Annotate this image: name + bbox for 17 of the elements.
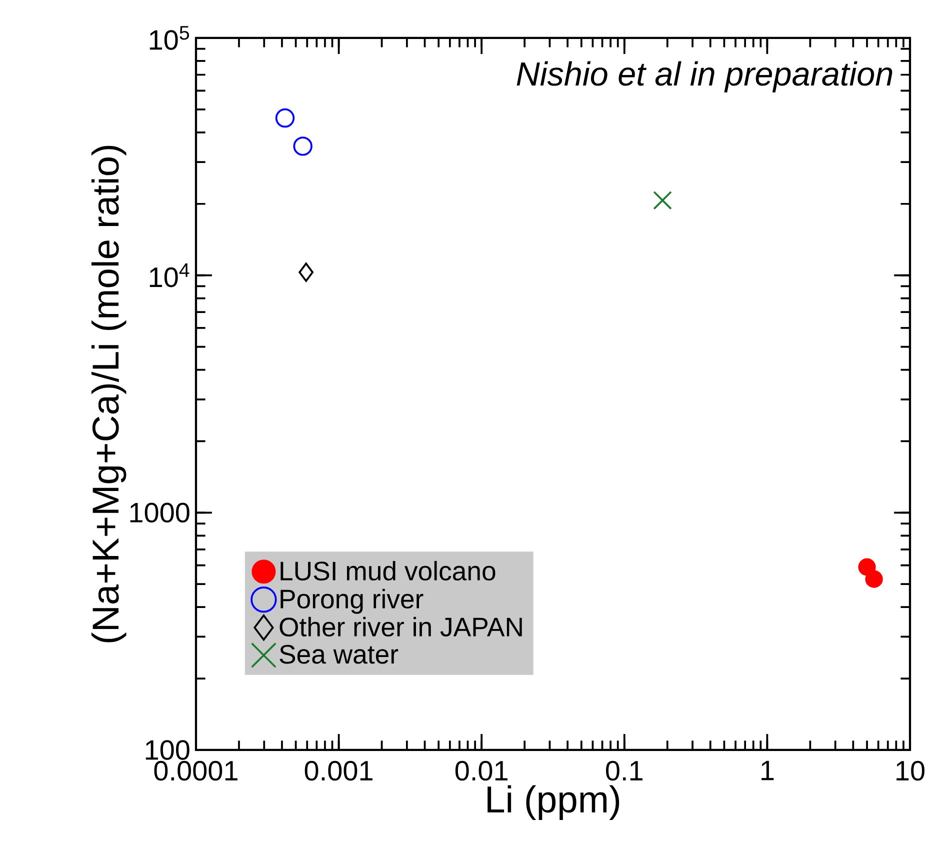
legend-label: Sea water [280, 644, 398, 664]
y-tick-label: 1000 [130, 502, 190, 523]
x-tick-label: 0.0001 [154, 760, 238, 781]
y-tick-label: 10$^{5}$ [150, 26, 189, 50]
x-tick-label: 0.001 [304, 760, 372, 781]
legend-label: Porong river [280, 588, 424, 614]
legend-label: Other river in JAPAN [280, 616, 522, 636]
x-tick-label: 10 [896, 760, 924, 781]
y-tick-label: 100 [146, 740, 190, 760]
x-tick-label: 0.1 [606, 760, 642, 781]
annotation: Nishio et al in preparation [516, 61, 892, 92]
x-tick-label: 1 [762, 760, 774, 780]
y-axis-title: (Na+K+Mg+Ca)/Li (mole ratio) [91, 146, 126, 642]
x-axis-title: Li (ppm) [488, 785, 620, 820]
x-tick-label: 0.01 [455, 760, 508, 781]
y-tick-label: 10$^{4}$ [150, 263, 190, 288]
legend-label: LUSI mud volcano [280, 560, 496, 581]
